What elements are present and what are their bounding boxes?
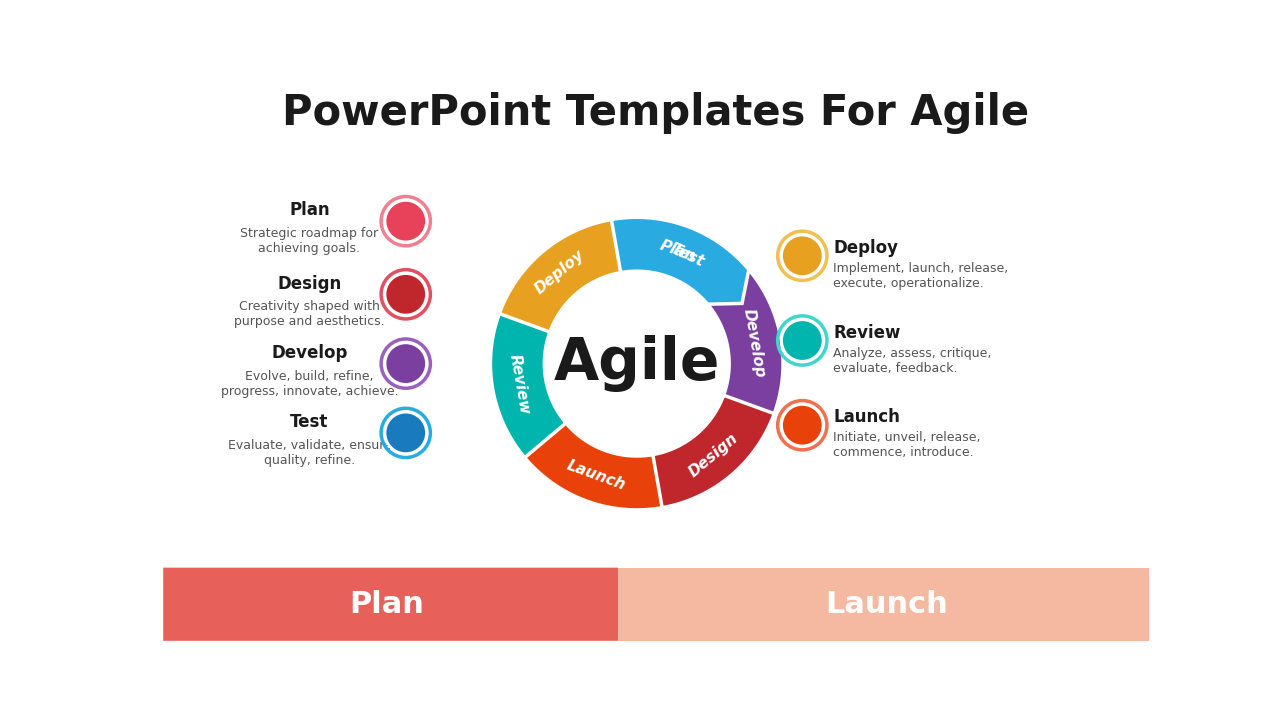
Text: Design: Design	[278, 274, 342, 292]
Text: Test: Test	[668, 241, 707, 270]
Text: Agile: Agile	[553, 335, 719, 392]
Text: Implement, launch, release,
execute, operationalize.: Implement, launch, release, execute, ope…	[833, 262, 1009, 290]
Text: Analyze, assess, critique,
evaluate, feedback.: Analyze, assess, critique, evaluate, fee…	[833, 346, 992, 374]
Polygon shape	[164, 567, 657, 641]
Text: Plan: Plan	[289, 202, 330, 220]
Text: Launch: Launch	[564, 458, 627, 493]
Text: Deploy: Deploy	[532, 247, 588, 297]
Circle shape	[782, 405, 823, 446]
Text: Launch: Launch	[833, 408, 900, 426]
Polygon shape	[636, 217, 749, 305]
Text: Deploy: Deploy	[833, 239, 899, 257]
Circle shape	[385, 200, 426, 242]
Text: Plan: Plan	[349, 590, 424, 618]
Polygon shape	[636, 395, 774, 508]
Text: Initiate, unveil, release,
commence, introduce.: Initiate, unveil, release, commence, int…	[833, 431, 980, 459]
Polygon shape	[612, 217, 749, 305]
Text: Evaluate, validate, ensure
quality, refine.: Evaluate, validate, ensure quality, refi…	[228, 439, 392, 467]
Polygon shape	[525, 423, 662, 510]
Text: Strategic roadmap for
achieving goals.: Strategic roadmap for achieving goals.	[241, 228, 379, 256]
Text: Review: Review	[507, 353, 532, 415]
Text: Test: Test	[291, 413, 329, 431]
Polygon shape	[490, 302, 566, 458]
Text: Evolve, build, refine,
progress, innovate, achieve.: Evolve, build, refine, progress, innovat…	[220, 370, 398, 397]
Text: Plan: Plan	[658, 238, 698, 265]
Circle shape	[385, 274, 426, 315]
Text: PowerPoint Templates For Agile: PowerPoint Templates For Agile	[283, 92, 1029, 135]
Text: Creativity shaped with
purpose and aesthetics.: Creativity shaped with purpose and aesth…	[234, 300, 385, 328]
Text: Launch: Launch	[826, 590, 948, 618]
Circle shape	[549, 276, 724, 451]
Text: Review: Review	[833, 324, 900, 342]
Text: Design: Design	[686, 431, 741, 480]
Text: Develop: Develop	[271, 344, 348, 362]
Circle shape	[385, 343, 426, 384]
Polygon shape	[617, 567, 1149, 641]
Circle shape	[782, 320, 823, 361]
Text: Develop: Develop	[741, 307, 768, 379]
Polygon shape	[499, 220, 637, 332]
Polygon shape	[708, 269, 783, 425]
Circle shape	[782, 235, 823, 276]
Circle shape	[385, 412, 426, 454]
